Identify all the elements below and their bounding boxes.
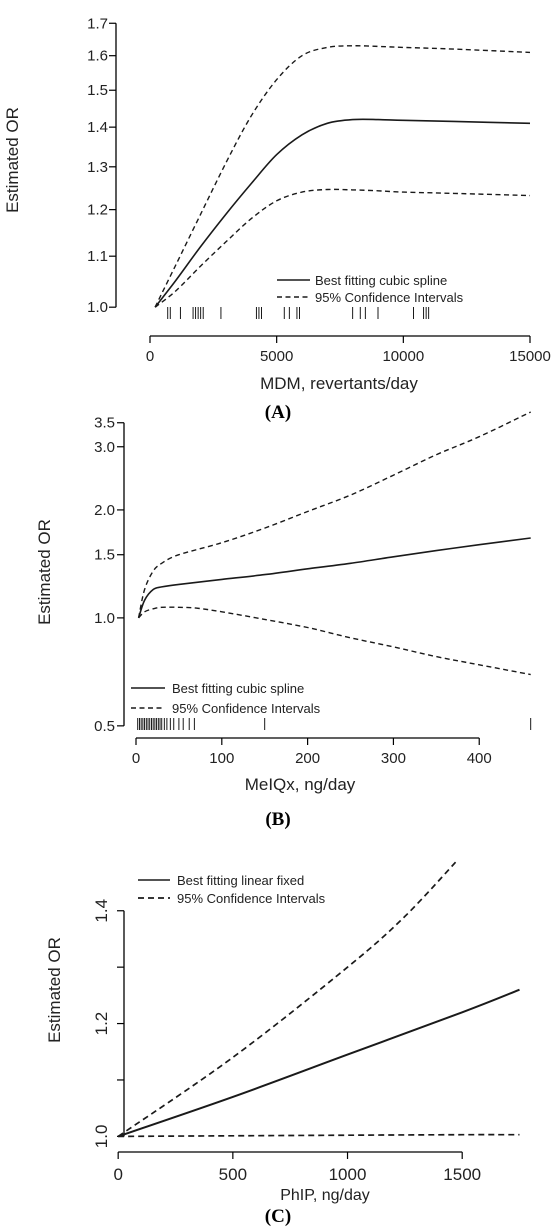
x-tick-label: 200	[295, 750, 320, 767]
y-tick-label: 1.6	[87, 48, 108, 65]
panel-b-xlabel: MeIQx, ng/day	[245, 775, 356, 794]
panel-c-ylabel: Estimated OR	[45, 937, 64, 1043]
legend-ci-label: 95% Confidence Intervals	[177, 891, 326, 906]
panel-b: Estimated OR MeIQx, ng/day (B) Best fitt…	[35, 411, 532, 830]
panel-a: Estimated OR MDM, revertants/day (A) Bes…	[3, 15, 551, 423]
y-tick-label: 1.0	[94, 610, 115, 627]
lower-ci-line	[154, 188, 531, 308]
y-tick-label: 1.1	[87, 248, 108, 265]
y-tick-label: 1.0	[87, 299, 108, 316]
y-tick-label: 3.0	[94, 439, 115, 456]
fit-line	[137, 537, 531, 619]
legend-ci-label: 95% Confidence Intervals	[315, 290, 464, 305]
x-tick-label: 0	[132, 750, 140, 767]
x-tick-label: 100	[209, 750, 234, 767]
y-tick-label: 1.2	[92, 1012, 111, 1036]
panel-a-caption: (A)	[265, 402, 291, 423]
panel-c: Estimated OR PhIP, ng/day (C) Best fitti…	[45, 859, 520, 1227]
panel-a-ylabel: Estimated OR	[3, 107, 22, 213]
legend-fit-label: Best fitting linear fixed	[177, 873, 304, 888]
upper-ci-line	[117, 859, 459, 1138]
x-tick-label: 15000	[509, 348, 551, 365]
y-tick-label: 1.4	[92, 899, 111, 923]
x-tick-label: 500	[219, 1165, 247, 1184]
panel-a-xlabel: MDM, revertants/day	[260, 374, 418, 393]
legend-fit-label: Best fitting cubic spline	[315, 273, 447, 288]
legend-ci-label: 95% Confidence Intervals	[172, 701, 321, 716]
x-tick-label: 0	[146, 348, 154, 365]
y-tick-label: 1.2	[87, 202, 108, 219]
upper-ci-line	[137, 411, 532, 619]
panel-c-caption: (C)	[265, 1206, 291, 1227]
fit-line	[154, 118, 531, 308]
x-tick-label: 400	[467, 750, 492, 767]
y-tick-label: 1.5	[87, 82, 108, 99]
legend-fit-label: Best fitting cubic spline	[172, 681, 304, 696]
y-tick-label: 1.3	[87, 159, 108, 176]
y-tick-label: 2.0	[94, 502, 115, 519]
panel-a-legend: Best fitting cubic spline 95% Confidence…	[277, 273, 464, 305]
x-tick-label: 10000	[382, 348, 424, 365]
y-tick-label: 1.0	[92, 1125, 111, 1149]
x-tick-label: 0	[113, 1165, 122, 1184]
lower-ci-line	[118, 1133, 520, 1138]
x-tick-label: 300	[381, 750, 406, 767]
panel-b-legend: Best fitting cubic spline 95% Confidence…	[131, 681, 321, 716]
fit-line	[117, 988, 520, 1138]
y-tick-label: 1.5	[94, 547, 115, 564]
panel-b-caption: (B)	[265, 809, 290, 830]
x-tick-label: 5000	[260, 348, 293, 365]
panel-b-ylabel: Estimated OR	[35, 519, 54, 625]
y-tick-label: 1.7	[87, 15, 108, 32]
x-tick-label: 1500	[443, 1165, 481, 1184]
panel-c-xlabel: PhIP, ng/day	[280, 1187, 370, 1204]
y-tick-label: 1.4	[87, 119, 108, 136]
x-tick-label: 1000	[329, 1165, 367, 1184]
y-tick-label: 0.5	[94, 718, 115, 735]
panel-c-legend: Best fitting linear fixed 95% Confidence…	[138, 873, 326, 906]
lower-ci-line	[138, 606, 531, 676]
upper-ci-line	[154, 45, 531, 308]
y-tick-label: 3.5	[94, 415, 115, 432]
